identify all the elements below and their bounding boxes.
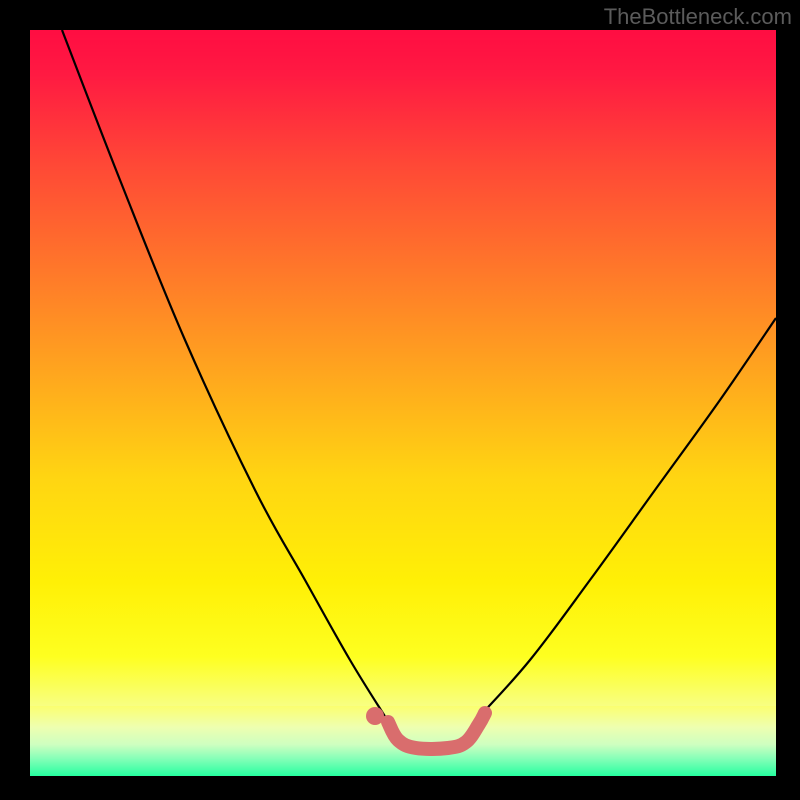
chart-root: TheBottleneck.com: [0, 0, 800, 800]
curve-left-branch: [62, 30, 386, 718]
curve-right-branch: [478, 318, 776, 718]
highlight-optimal-range: [388, 713, 485, 749]
bottleneck-curve: [0, 0, 800, 800]
